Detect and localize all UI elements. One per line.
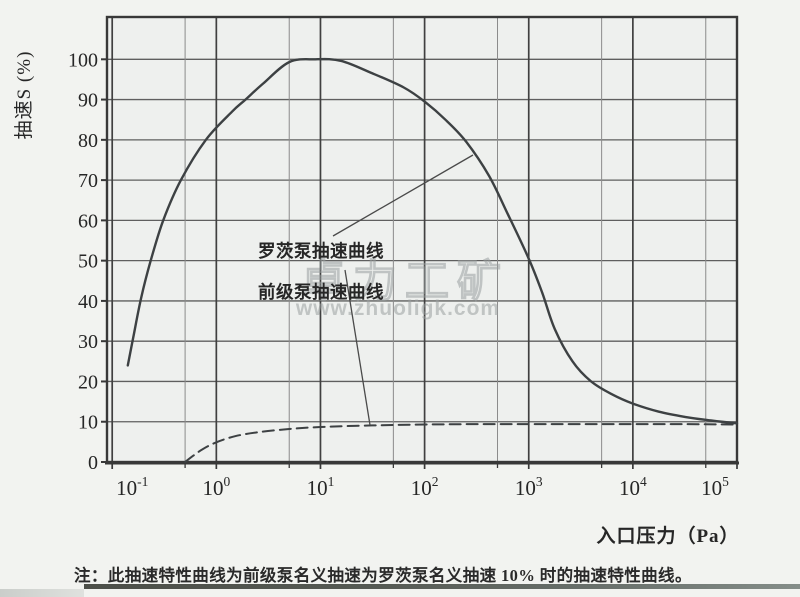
watermark-url: www.zhuoligk.com [295, 297, 500, 320]
y-tick-label: 30 [78, 331, 98, 353]
figure-note: 注：此抽速特性曲线为前级泵名义抽速为罗茨泵名义抽速 10% 时的抽速特性曲线。 [74, 566, 692, 585]
backing-pump-curve [184, 423, 738, 463]
x-tick-label: 103 [515, 474, 543, 500]
scan-artifact-corner [0, 589, 84, 597]
y-tick-label: 40 [78, 291, 98, 313]
y-tick-label: 70 [78, 170, 98, 192]
x-tick-label: 10-1 [116, 474, 148, 500]
y-tick-label: 20 [78, 371, 98, 393]
y-tick-label: 90 [78, 90, 98, 112]
y-tick-label: 10 [78, 412, 98, 434]
y-tick-label: 80 [78, 130, 98, 152]
x-axis-title: 入口压力（Pa） [596, 524, 739, 547]
x-tick-label: 101 [307, 474, 335, 500]
y-tick-label: 60 [78, 210, 98, 232]
y-tick-label: 100 [68, 49, 98, 71]
x-tick-label: 102 [411, 474, 439, 500]
watermark-logo: 卓力工矿 [301, 257, 509, 306]
x-tick-label: 105 [701, 474, 729, 500]
annotation-leader-line [344, 269, 371, 426]
scan-artifact-bar [84, 584, 800, 589]
x-tick-label: 100 [202, 474, 230, 500]
annotation-leader-line [332, 154, 474, 237]
y-tick-label: 0 [88, 452, 98, 474]
x-tick-label: 104 [619, 474, 647, 500]
curve-label: 前级泵抽速曲线 [258, 282, 384, 302]
plot-area [107, 17, 737, 462]
y-tick-label: 50 [78, 251, 98, 273]
curve-label: 罗茨泵抽速曲线 [258, 241, 384, 261]
roots-pump-curve [126, 57, 739, 425]
y-axis-title: 抽速S (%) [13, 51, 35, 140]
